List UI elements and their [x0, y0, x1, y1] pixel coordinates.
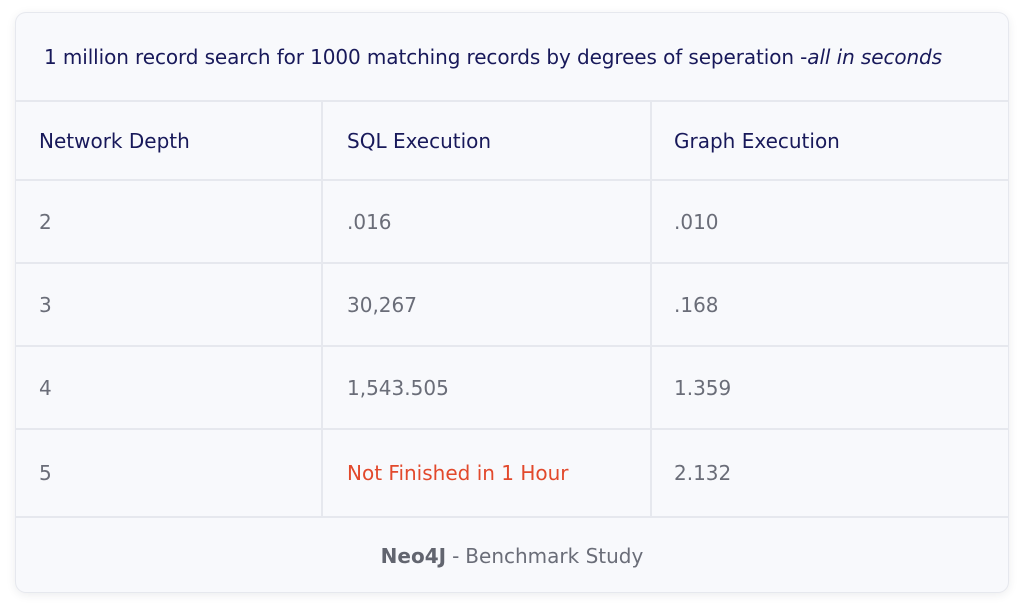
table-title-units: all in seconds [807, 44, 942, 69]
cell-sql-execution: 30,267 [322, 263, 652, 347]
benchmark-card: 1 million record search for 1000 matchin… [16, 13, 1008, 592]
header-graph-execution: Graph Execution [651, 102, 1008, 181]
cell-graph-execution: 1.359 [651, 346, 1008, 430]
table-footer: Neo4J - Benchmark Study [16, 518, 1008, 592]
header-network-depth: Network Depth [16, 102, 323, 181]
footer-separator: - [452, 543, 460, 568]
cell-graph-execution: .010 [651, 180, 1008, 264]
table-row: 4 1,543.505 1.359 [16, 346, 1008, 430]
table-title-main: 1 million record search for 1000 matchin… [44, 44, 808, 69]
cell-sql-execution-not-finished: Not Finished in 1 Hour [322, 429, 652, 518]
table-title: 1 million record search for 1000 matchin… [16, 13, 1008, 102]
footer-source: Neo4J [380, 543, 447, 568]
cell-sql-execution: .016 [322, 180, 652, 264]
cell-network-depth: 4 [16, 346, 323, 430]
cell-network-depth: 5 [16, 429, 323, 518]
table-header-row: Network Depth SQL Execution Graph Execut… [16, 102, 1008, 181]
benchmark-table: Network Depth SQL Execution Graph Execut… [16, 102, 1008, 518]
footer-label: Benchmark Study [465, 543, 644, 568]
table-row: 2 .016 .010 [16, 180, 1008, 264]
cell-graph-execution: .168 [651, 263, 1008, 347]
cell-network-depth: 2 [16, 180, 323, 264]
table-row: 5 Not Finished in 1 Hour 2.132 [16, 429, 1008, 518]
cell-graph-execution: 2.132 [651, 429, 1008, 518]
cell-sql-execution: 1,543.505 [322, 346, 652, 430]
header-sql-execution: SQL Execution [322, 102, 652, 181]
cell-network-depth: 3 [16, 263, 323, 347]
table-row: 3 30,267 .168 [16, 263, 1008, 347]
